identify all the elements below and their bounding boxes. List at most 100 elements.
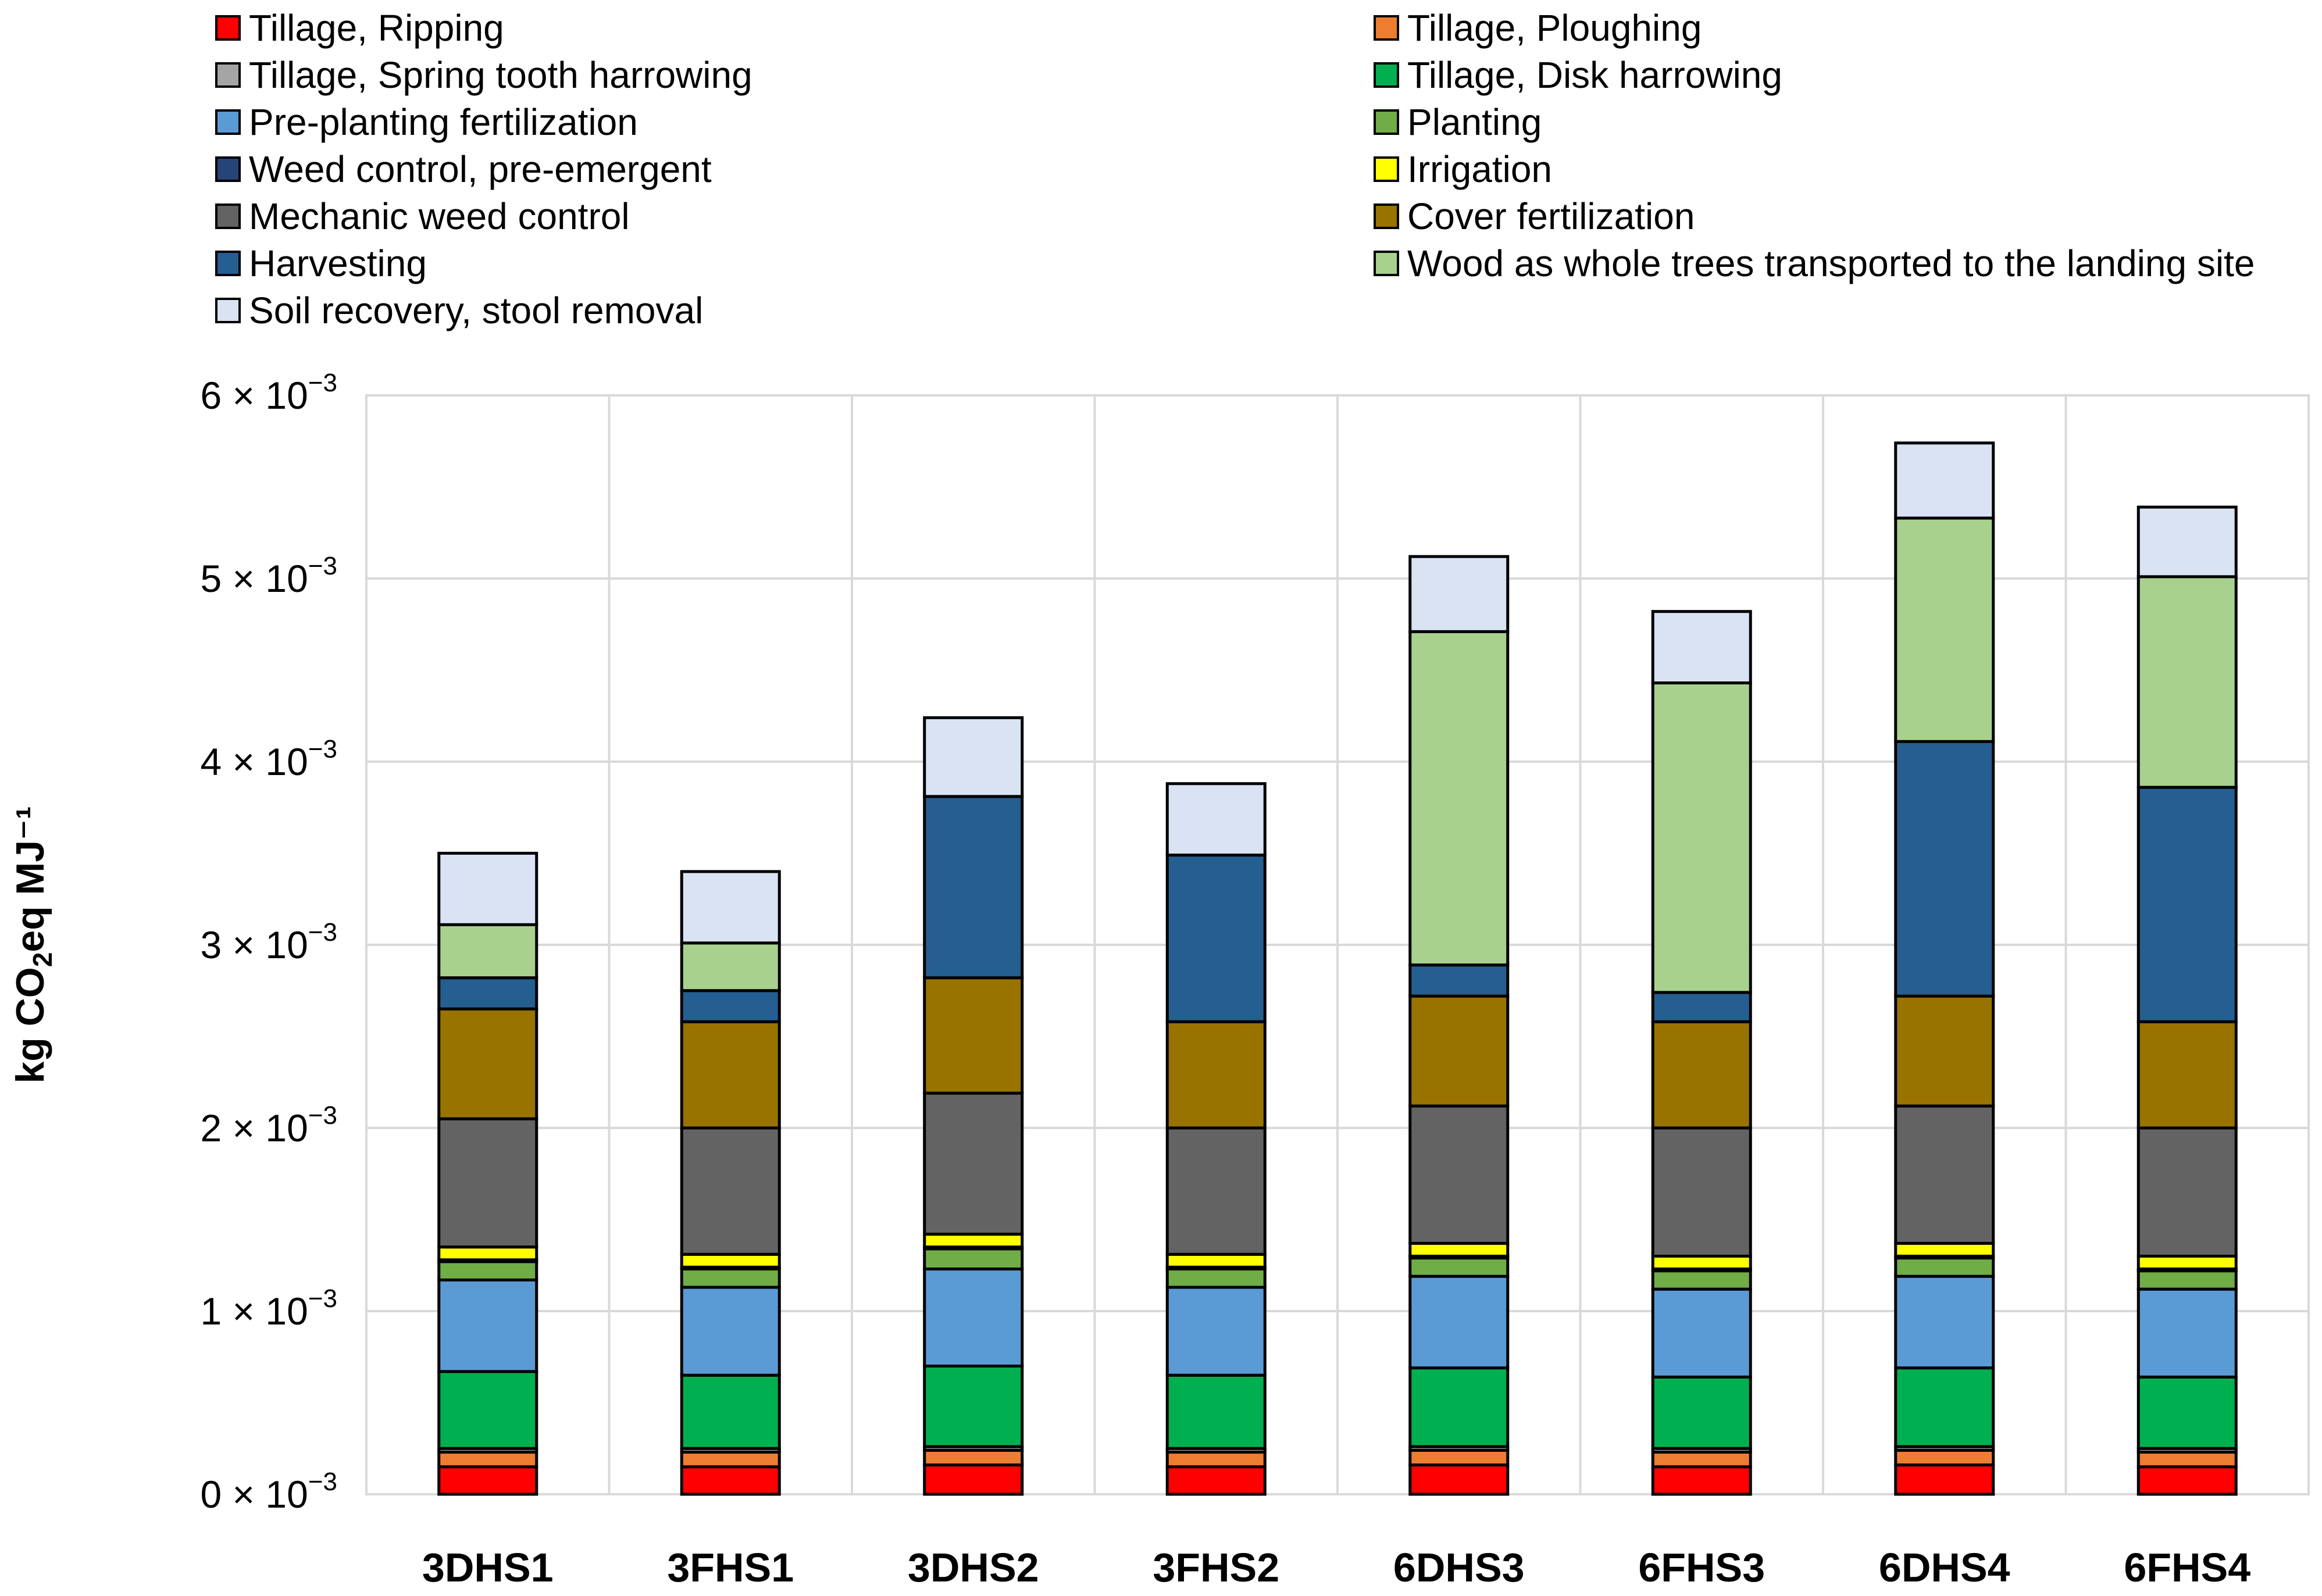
bar-6dhs3-tillage-ripping	[1408, 1463, 1510, 1496]
bar-3fhs2-soil-recovery-stool-removal	[1165, 782, 1267, 857]
gridlines	[366, 394, 2309, 1495]
bar-3fhs1-irrigation	[680, 1252, 781, 1269]
bar-3dhs2-tillage-ploughing	[923, 1448, 1024, 1467]
bar-3dhs1-tillage-ripping	[437, 1465, 538, 1496]
legend-item-planting: Planting	[1374, 101, 1542, 143]
legend-swatch	[215, 156, 241, 182]
y-tick-label: 1 × 10−3	[200, 1284, 337, 1333]
y-tick-exponent: −3	[308, 1468, 337, 1496]
legend-label: Tillage, Ploughing	[1407, 7, 1702, 49]
y-tick-mantissa: 6	[200, 374, 222, 417]
x-tick-label: 3DHS2	[908, 1545, 1039, 1590]
bar-stack-6dhs4	[1894, 441, 1995, 1496]
bar-3fhs2-tillage-ploughing	[1165, 1451, 1267, 1469]
bar-stack-3fhs2	[1165, 782, 1267, 1496]
y-tick-exponent: −3	[308, 1284, 337, 1313]
bar-6fhs3-wood-as-whole-trees-transported-to-the-landing-site	[1651, 681, 1752, 994]
bars	[437, 441, 2238, 1496]
bar-3fhs1-wood-as-whole-trees-transported-to-the-landing-site	[680, 941, 781, 992]
legend-item-tillage-disk-harrowing: Tillage, Disk harrowing	[1374, 54, 1782, 96]
legend-item-cover-fertilization: Cover fertilization	[1374, 195, 1695, 237]
legend-label: Tillage, Ripping	[249, 7, 504, 49]
y-tick-mantissa: 2	[200, 1106, 222, 1149]
bar-3fhs2-mechanic-weed-control	[1165, 1126, 1267, 1256]
bar-6fhs4-tillage-ploughing	[2136, 1451, 2238, 1469]
bar-6dhs4-cover-fertilization	[1894, 994, 1995, 1108]
bar-3fhs2-irrigation	[1165, 1252, 1267, 1269]
legend-swatch	[215, 251, 241, 276]
legend-swatch	[215, 203, 241, 229]
y-tick-exponent: −3	[308, 735, 337, 763]
bar-6fhs3-mechanic-weed-control	[1651, 1126, 1752, 1258]
legend-item-soil-recovery-stool-removal: Soil recovery, stool removal	[215, 290, 703, 331]
bar-3fhs1-soil-recovery-stool-removal	[680, 870, 781, 945]
bar-3fhs2-planting	[1165, 1267, 1267, 1289]
bar-stack-6dhs3	[1408, 555, 1510, 1496]
bar-3dhs2-pre-planting-fertilization	[923, 1267, 1024, 1368]
x-tick-label: 6DHS4	[1879, 1545, 2010, 1590]
bar-6dhs4-harvesting	[1894, 740, 1995, 998]
y-tick-label: 4 × 10−3	[200, 735, 337, 783]
plot-area	[365, 394, 2310, 1496]
y-tick-exponent: −3	[308, 552, 337, 580]
legend-swatch	[215, 109, 241, 135]
bar-3dhs1-irrigation	[437, 1245, 538, 1262]
bar-3fhs1-tillage-ripping	[680, 1465, 781, 1496]
bar-3fhs2-cover-fertilization	[1165, 1020, 1267, 1130]
y-axis-label-post: eq MJ⁻¹	[8, 806, 52, 952]
bar-6dhs3-soil-recovery-stool-removal	[1408, 555, 1510, 633]
bar-3fhs2-tillage-disk-harrowing	[1165, 1373, 1267, 1450]
bar-3dhs2-tillage-disk-harrowing	[923, 1365, 1024, 1448]
y-tick-times: × 10	[222, 740, 308, 783]
bar-6fhs4-tillage-ripping	[2136, 1465, 2238, 1496]
bar-6fhs4-wood-as-whole-trees-transported-to-the-landing-site	[2136, 575, 2238, 789]
y-tick-mantissa: 3	[200, 923, 222, 966]
x-tick-label: 3FHS1	[667, 1545, 794, 1590]
bar-stack-3dhs1	[437, 852, 538, 1496]
bar-3dhs1-pre-planting-fertilization	[437, 1278, 538, 1373]
bar-6fhs4-planting	[2136, 1269, 2238, 1291]
bar-6fhs4-irrigation	[2136, 1255, 2238, 1271]
legend-swatch	[215, 15, 241, 41]
bar-6dhs4-tillage-ploughing	[1894, 1448, 1995, 1467]
bar-3dhs2-soil-recovery-stool-removal	[923, 716, 1024, 798]
bar-6fhs3-tillage-ploughing	[1651, 1451, 1752, 1469]
legend-item-tillage-ripping: Tillage, Ripping	[215, 7, 504, 49]
bar-3fhs1-pre-planting-fertilization	[680, 1286, 781, 1377]
x-tick-label: 6DHS3	[1393, 1545, 1525, 1590]
bar-6fhs3-irrigation	[1651, 1255, 1752, 1271]
legend-label: Pre-planting fertilization	[249, 101, 638, 143]
y-tick-label: 3 × 10−3	[200, 918, 337, 966]
y-tick-mantissa: 5	[200, 557, 222, 600]
legend-label: Tillage, Disk harrowing	[1407, 54, 1782, 96]
bar-stack-6fhs4	[2136, 505, 2238, 1496]
bar-6dhs4-planting	[1894, 1256, 1995, 1278]
y-tick-mantissa: 1	[200, 1290, 222, 1333]
bar-6dhs4-irrigation	[1894, 1241, 1995, 1258]
bar-3dhs1-tillage-ploughing	[437, 1451, 538, 1469]
y-axis-label: kg CO2eq MJ⁻¹	[8, 806, 58, 1083]
bar-3dhs1-cover-fertilization	[437, 1007, 538, 1120]
bar-6dhs4-mechanic-weed-control	[1894, 1104, 1995, 1245]
legend-label: Cover fertilization	[1407, 195, 1695, 237]
legend-item-wood-as-whole-trees-transported-to-the-landing-site: Wood as whole trees transported to the l…	[1374, 242, 2255, 284]
bar-6dhs3-pre-planting-fertilization	[1408, 1274, 1510, 1370]
legend-label: Wood as whole trees transported to the l…	[1407, 242, 2255, 284]
y-tick-times: × 10	[222, 1106, 308, 1149]
y-tick-exponent: −3	[308, 918, 337, 947]
bar-3fhs2-tillage-ripping	[1165, 1465, 1267, 1496]
legend-label: Soil recovery, stool removal	[249, 290, 703, 331]
bar-3dhs1-wood-as-whole-trees-transported-to-the-landing-site	[437, 923, 538, 980]
bar-6dhs4-tillage-ripping	[1894, 1463, 1995, 1496]
bar-3dhs2-harvesting	[923, 795, 1024, 980]
y-tick-mantissa: 4	[200, 740, 222, 783]
legend-item-mechanic-weed-control: Mechanic weed control	[215, 195, 630, 237]
x-tick-label: 3FHS2	[1153, 1545, 1279, 1590]
legend-swatch	[1374, 203, 1399, 229]
bar-3dhs2-irrigation	[923, 1233, 1024, 1249]
legend-label: Irrigation	[1407, 148, 1552, 190]
bar-3dhs1-planting	[437, 1260, 538, 1281]
bar-6fhs3-soil-recovery-stool-removal	[1651, 610, 1752, 685]
legend-label: Planting	[1407, 101, 1542, 143]
